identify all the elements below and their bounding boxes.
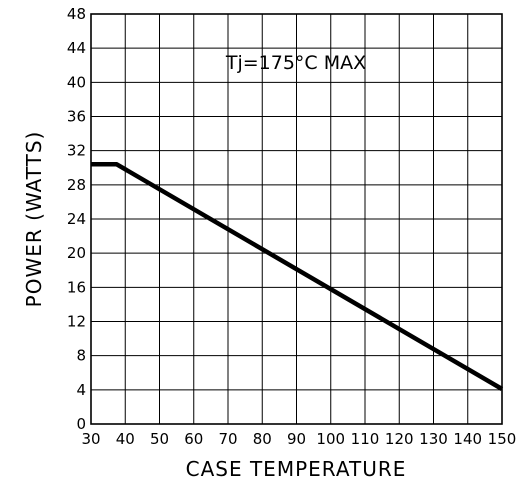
x-tick-label: 150 (488, 430, 517, 448)
y-tick-label: 4 (76, 381, 86, 399)
x-axis-label: CASE TEMPERATURE (186, 457, 407, 481)
x-tick-label: 50 (150, 430, 169, 448)
y-tick-label: 20 (67, 244, 86, 262)
x-tick-label: 30 (81, 430, 100, 448)
y-tick-label: 12 (67, 313, 86, 331)
y-tick-label: 36 (67, 108, 86, 126)
y-tick-label: 48 (67, 5, 86, 23)
x-tick-label: 90 (287, 430, 306, 448)
x-tick-label: 120 (385, 430, 414, 448)
series-layer (91, 162, 504, 391)
series-line (91, 162, 504, 391)
y-tick-label: 8 (76, 347, 86, 365)
annotation-tj-max: Tj=175°C MAX (225, 52, 366, 74)
y-tick-label: 0 (76, 415, 86, 433)
x-tick-label: 100 (316, 430, 345, 448)
grid (91, 14, 502, 424)
y-tick-label: 28 (67, 176, 86, 194)
y-axis-label: POWER (WATTS) (22, 131, 46, 308)
x-tick-label: 80 (253, 430, 272, 448)
x-tick-label: 110 (351, 430, 380, 448)
x-tick-labels: 30 40 50 60 70 80 90 100 110 120 130 140 150 (81, 430, 516, 448)
x-tick-label: 60 (184, 430, 203, 448)
y-tick-label: 16 (67, 278, 86, 296)
y-tick-label: 44 (67, 39, 86, 57)
y-tick-label: 24 (67, 210, 86, 228)
plot-frame (90, 13, 503, 425)
y-tick-label: 32 (67, 142, 86, 160)
x-tick-label: 70 (218, 430, 237, 448)
x-tick-label: 140 (453, 430, 482, 448)
x-tick-label: 130 (419, 430, 448, 448)
y-tick-label: 40 (67, 73, 86, 91)
x-tick-label: 40 (116, 430, 135, 448)
